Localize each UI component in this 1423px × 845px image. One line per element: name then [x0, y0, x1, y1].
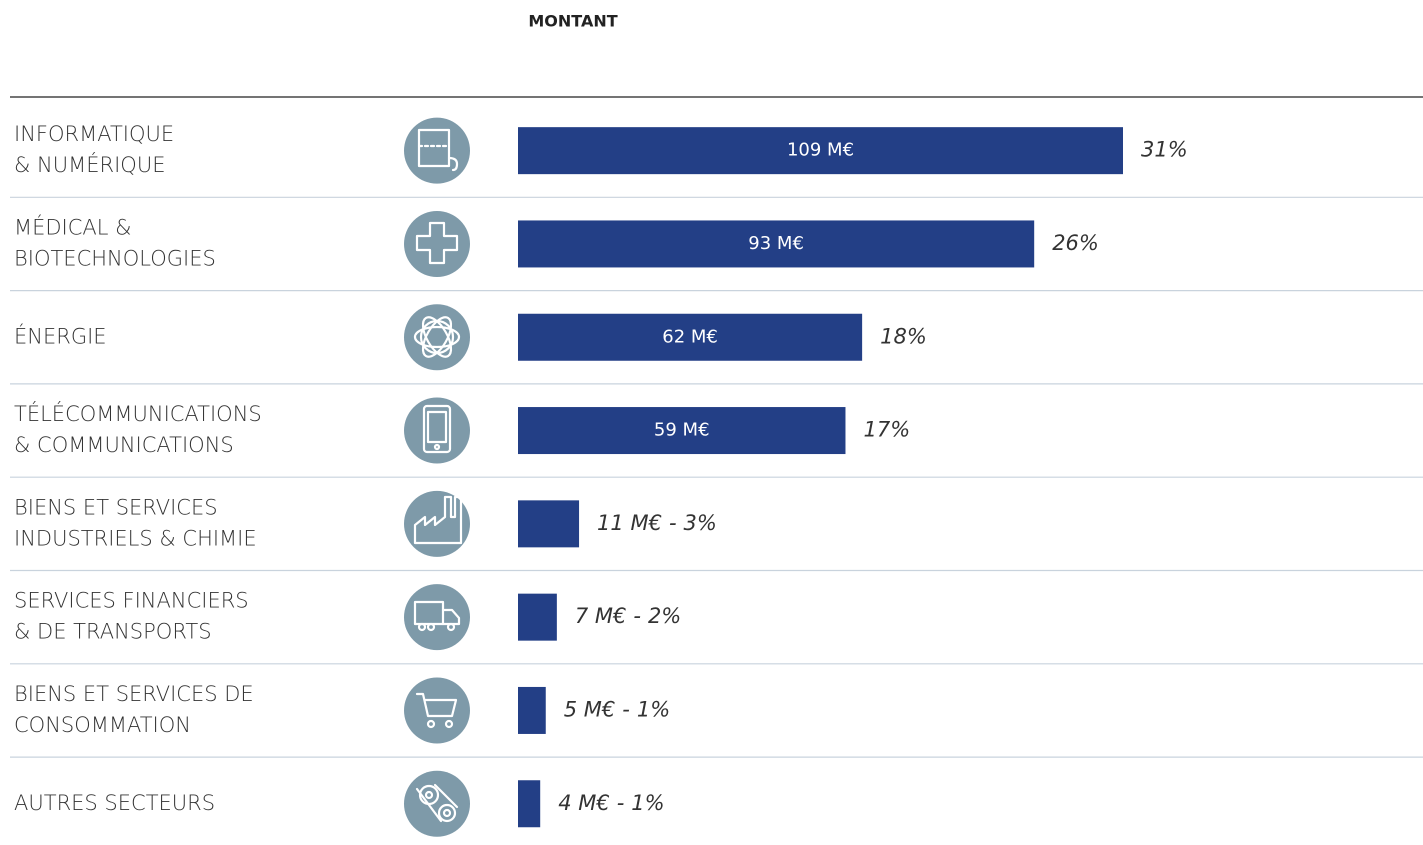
bar	[518, 780, 541, 828]
header: MONTANT	[528, 12, 617, 31]
outside-label: 5 M€ -1%	[564, 697, 670, 721]
bar	[518, 220, 1035, 268]
value-label: 59 M€	[654, 420, 710, 441]
bar	[518, 500, 580, 548]
icon-phone	[422, 404, 452, 454]
bar	[518, 686, 546, 734]
value-label: 93 M€	[748, 233, 804, 254]
value-label: 4 M€	[558, 791, 610, 815]
category-label: MÉDICAL &	[14, 214, 132, 239]
share-label: 2%	[648, 604, 681, 628]
share-label: 1%	[631, 791, 664, 815]
separator: -	[633, 604, 641, 628]
category-label: & DE TRANSPORTS	[14, 620, 212, 644]
icon-cross	[415, 221, 459, 265]
category-label: & NUMÉRIQUE	[14, 152, 165, 177]
value-label: 5 M€	[564, 697, 616, 721]
category-label: BIOTECHNOLOGIES	[14, 246, 216, 270]
icon-circle	[404, 304, 470, 371]
category-label: BIENS ET SERVICES	[14, 495, 218, 519]
share-label: 26%	[1052, 231, 1099, 255]
category-label: AUTRES SECTEURS	[14, 791, 215, 815]
bar	[518, 407, 846, 455]
outside-label: 7 M€ -2%	[575, 604, 681, 628]
share-label: 31%	[1141, 138, 1188, 162]
bar	[518, 313, 863, 361]
separator: -	[622, 697, 630, 721]
separator: -	[669, 511, 677, 535]
share-label: 17%	[863, 418, 910, 442]
category-label: CONSOMMATION	[14, 713, 191, 737]
bar	[518, 127, 1123, 175]
share-label: 18%	[880, 324, 927, 348]
outside-label: 4 M€ -1%	[558, 791, 664, 815]
bar	[518, 593, 557, 641]
value-label: 109 M€	[787, 140, 854, 161]
value-label: 62 M€	[662, 326, 718, 347]
icon-cart	[415, 692, 458, 729]
icon-circle	[404, 210, 470, 277]
icon-circle	[404, 770, 470, 837]
icon-circle	[404, 397, 470, 464]
value-label: 7 M€	[575, 604, 627, 628]
icon-circle	[404, 117, 470, 184]
icon-circle	[404, 677, 470, 744]
category-label: INFORMATIQUE	[14, 122, 174, 146]
icon-circle	[404, 584, 470, 651]
category-label: & COMMUNICATIONS	[14, 433, 234, 457]
value-label: 11 M€	[597, 511, 662, 535]
outside-label: 11 M€ -3%	[597, 511, 717, 535]
category-label: SERVICES FINANCIERS	[14, 589, 249, 613]
share-label: 1%	[637, 697, 670, 721]
icon-atom	[413, 316, 461, 358]
category-label: ÉNERGIE	[14, 323, 107, 348]
share-label: 3%	[684, 511, 717, 535]
icon-computer	[417, 128, 459, 172]
category-label: INDUSTRIELS & CHIMIE	[14, 526, 257, 550]
category-label: TÉLÉCOMMUNICATIONS	[14, 401, 262, 426]
icons	[413, 128, 463, 823]
category-label: BIENS ET SERVICES DE	[14, 682, 254, 706]
separator: -	[617, 791, 625, 815]
icon-factory	[413, 495, 463, 545]
icon-truck	[413, 600, 461, 632]
icon-gears	[415, 783, 459, 823]
